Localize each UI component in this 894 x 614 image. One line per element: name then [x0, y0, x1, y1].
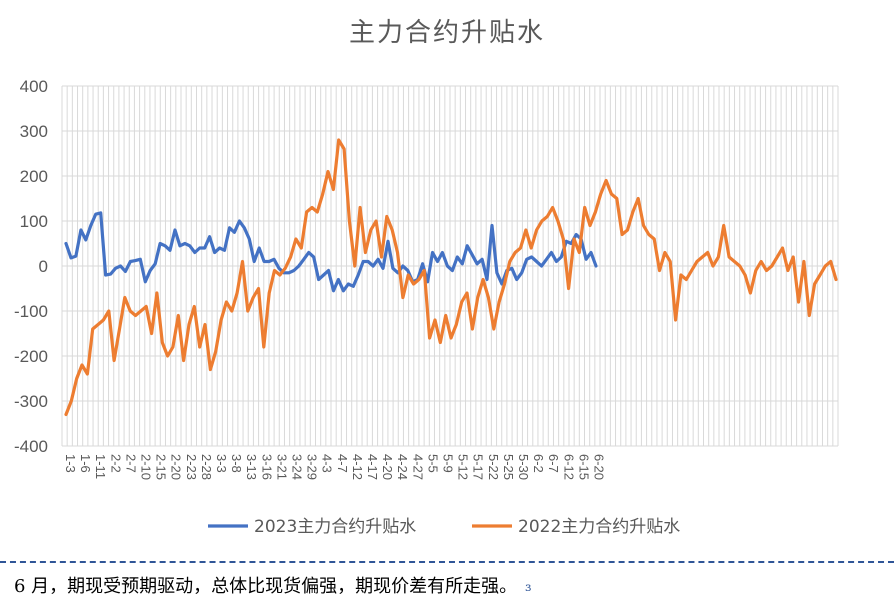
x-tick-label: 2-15	[154, 454, 169, 480]
x-tick-label: 3-29	[305, 454, 320, 480]
x-tick-label: 1-11	[93, 454, 108, 479]
x-tick-label: 4-27	[410, 454, 425, 480]
x-tick-label: 2-7	[123, 454, 138, 473]
x-tick-label: 3-24	[290, 454, 305, 480]
y-tick-label: 400	[20, 77, 48, 96]
x-tick-label: 4-24	[395, 454, 410, 480]
y-tick-label: -100	[14, 302, 48, 321]
y-tick-label: 100	[20, 212, 48, 231]
x-tick-label: 5-12	[456, 454, 471, 480]
y-tick-label: 0	[39, 257, 48, 276]
x-tick-label: 3-16	[259, 454, 274, 480]
caption-body: 6 月，期现受预期驱动，总体比现货偏强，期现价差有所走强。	[14, 576, 518, 597]
x-tick-label: 2-20	[169, 454, 184, 480]
legend-label-1: 2023主力合约升贴水	[254, 517, 416, 537]
series-line-2	[64, 138, 838, 417]
x-tick-label: 4-12	[350, 454, 365, 480]
chart-area: 主力合约升贴水 400 300 200 100 0 -100 -200 -300 -400 1-3…	[14, 18, 839, 537]
x-tick-label: 4-3	[320, 454, 335, 473]
x-tick-label: 3-8	[229, 454, 244, 473]
x-tick-label: 2-28	[199, 454, 214, 480]
caption-text: 6 月，期现受预期驱动，总体比现货偏强，期现价差有所走强。 ɜ	[14, 572, 531, 598]
x-tick-label: 5-30	[516, 454, 531, 480]
y-tick-label: -300	[14, 392, 48, 411]
y-tick-label: 200	[20, 167, 48, 186]
y-tick-label: -400	[14, 437, 48, 456]
x-tick-label: 3-13	[244, 454, 259, 480]
x-tick-label: 5-9	[441, 454, 456, 473]
x-tick-label: 1-3	[63, 454, 78, 473]
y-tick-label: 300	[20, 122, 48, 141]
x-tick-label: 5-17	[471, 454, 486, 480]
x-tick-label: 6-15	[576, 454, 591, 480]
x-tick-label: 3-21	[274, 454, 289, 480]
chart-title: 主力合约升贴水	[348, 18, 545, 48]
x-tick-label: 5-22	[486, 454, 501, 480]
x-tick-label: 4-20	[380, 454, 395, 480]
x-tick-label: 2-23	[184, 454, 199, 480]
x-tick-label: 1-6	[78, 454, 93, 473]
dashed-divider	[0, 561, 894, 563]
x-tick-label: 4-7	[335, 454, 350, 473]
x-tick-label: 6-20	[592, 454, 607, 480]
caption-mark: ɜ	[525, 580, 532, 594]
x-tick-label: 5-5	[425, 454, 440, 473]
x-tick-label: 6-2	[531, 454, 546, 473]
y-tick-label: -200	[14, 347, 48, 366]
x-tick-label: 4-17	[365, 454, 380, 480]
x-tick-label: 2-10	[139, 454, 154, 480]
legend-label-2: 2022主力合约升贴水	[518, 517, 680, 537]
x-tick-label: 3-3	[214, 454, 229, 473]
x-tick-label: 6-12	[561, 454, 576, 480]
x-tick-label: 5-25	[501, 454, 516, 480]
x-tick-label: 2-2	[108, 454, 123, 473]
x-tick-label: 6-7	[546, 454, 561, 473]
